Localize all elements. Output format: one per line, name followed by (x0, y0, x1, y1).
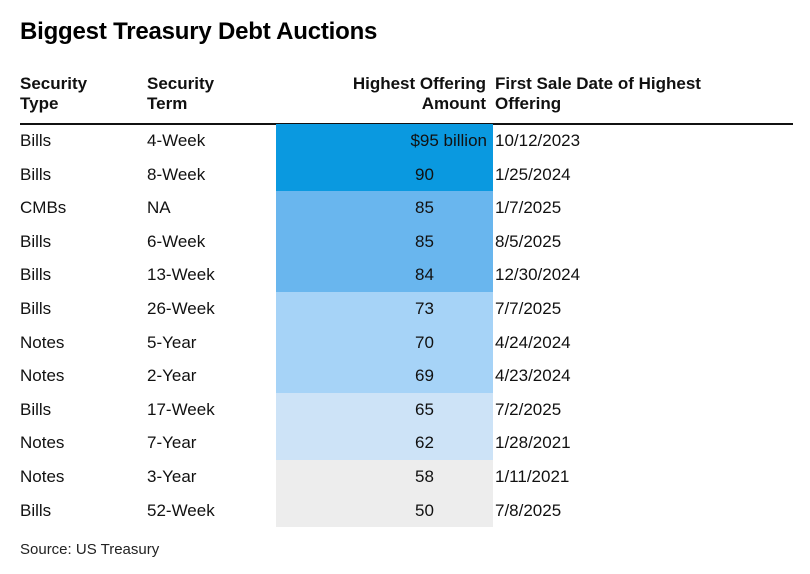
security-type-cell: Bills (20, 131, 52, 150)
offering-amount-value: 85 (415, 231, 434, 251)
security-type-cell: Bills (20, 265, 52, 285)
table-row: Bills 26-Week 73 7/7/2025 (0, 291, 810, 326)
table-row: Bills 8-Week 90 1/25/2024 (0, 157, 810, 192)
first-sale-date-cell: 7/2/2025 (495, 399, 562, 419)
security-type-cell: Notes (20, 332, 65, 352)
first-sale-date-cell: 7/7/2025 (495, 298, 562, 318)
header-security-type: Security Type (20, 74, 140, 122)
offering-amount-value: $95 billion (410, 131, 487, 150)
chart-title: Biggest Treasury Debt Auctions (20, 18, 378, 45)
offering-amount-value: 69 (415, 366, 434, 386)
table-row: Bills 17-Week 65 7/2/2025 (0, 392, 810, 427)
security-type-cell: Bills (20, 399, 52, 419)
offering-amount-value: 65 (415, 399, 434, 419)
header-security-type-line1: Security (20, 74, 88, 93)
offering-amount-value: 90 (415, 164, 434, 184)
table-row: Bills 4-Week $95 billion 10/12/2023 (0, 124, 810, 158)
security-type-cell: Bills (20, 164, 52, 184)
security-type-cell: Bills (20, 298, 52, 318)
first-sale-date-cell: 4/24/2024 (495, 332, 571, 352)
offering-amount-cell: 90 (276, 157, 493, 192)
first-sale-date-cell: 12/30/2024 (495, 265, 581, 285)
offering-amount-cell: 69 (276, 359, 493, 393)
security-term-cell: 13-Week (147, 265, 215, 285)
header-first-sale-date-line1: First Sale Date of Highest (495, 74, 701, 93)
security-term-cell: 7-Year (147, 433, 197, 453)
security-type-cell: Bills (20, 500, 52, 520)
security-term-cell: 4-Week (147, 131, 206, 150)
offering-amount-cell: 84 (276, 258, 493, 292)
offering-amount-cell: 58 (276, 459, 493, 494)
header-security-term-line1: Security (147, 74, 215, 93)
source-note: Source: US Treasury (20, 541, 160, 558)
offering-amount-value: 70 (415, 332, 434, 352)
offering-amount-cell: 70 (276, 325, 493, 360)
first-sale-date-cell: 1/28/2021 (495, 433, 571, 453)
offering-amount-value: 84 (415, 265, 434, 285)
security-term-cell: 52-Week (147, 500, 215, 520)
header-offering-amount-line1: Highest Offering (352, 74, 486, 93)
offering-amount-cell: 73 (276, 291, 493, 326)
first-sale-date-cell: 4/23/2024 (495, 366, 571, 386)
security-type-cell: Notes (20, 466, 65, 486)
first-sale-date-cell: 8/5/2025 (495, 231, 562, 251)
security-term-cell: 2-Year (147, 366, 197, 386)
offering-amount-cell: $95 billion (276, 124, 493, 158)
table-body: Bills 4-Week $95 billion 10/12/2023 Bills 8-W… (0, 124, 810, 528)
first-sale-date-cell: 7/8/2025 (495, 500, 562, 520)
security-term-cell: NA (147, 198, 171, 218)
offering-amount-value: 62 (415, 433, 434, 453)
offering-amount-value: 73 (415, 298, 434, 318)
table-row: Bills 52-Week 50 7/8/2025 (0, 493, 810, 528)
table-row: Notes 2-Year 69 4/23/2024 (0, 359, 810, 393)
security-type-cell: Notes (20, 366, 65, 386)
table-row: Notes 7-Year 62 1/28/2021 (0, 426, 810, 460)
offering-amount-cell: 85 (276, 191, 493, 225)
first-sale-date-cell: 1/7/2025 (495, 198, 562, 218)
header-security-term-line2: Term (147, 94, 188, 113)
header-offering-amount-line2: Amount (421, 94, 486, 113)
offering-amount-cell: 62 (276, 426, 493, 460)
security-term-cell: 5-Year (147, 332, 197, 352)
security-type-cell: Notes (20, 433, 65, 453)
offering-amount-cell: 85 (276, 224, 493, 259)
offering-amount-cell: 50 (276, 493, 493, 528)
table-row: Bills 6-Week 85 8/5/2025 (0, 224, 810, 259)
security-type-cell: Bills (20, 231, 52, 251)
first-sale-date-cell: 10/12/2023 (495, 131, 581, 150)
table-row: Bills 13-Week 84 12/30/2024 (0, 258, 810, 292)
table-row: Notes 3-Year 58 1/11/2021 (0, 459, 810, 494)
header-security-type-line2: Type (20, 94, 59, 113)
offering-amount-value: 85 (415, 198, 434, 218)
table-row: CMBs NA 85 1/7/2025 (0, 191, 810, 225)
table-row: Notes 5-Year 70 4/24/2024 (0, 325, 810, 360)
security-term-cell: 26-Week (147, 298, 215, 318)
offering-amount-value: 50 (415, 500, 434, 520)
security-term-cell: 6-Week (147, 231, 206, 251)
header-first-sale-date: First Sale Date of Highest Offering (495, 74, 745, 122)
offering-amount-value: 58 (415, 466, 434, 486)
first-sale-date-cell: 1/11/2021 (495, 466, 570, 486)
security-type-cell: CMBs (20, 198, 67, 218)
header-offering-amount: Highest Offering Amount (276, 74, 486, 122)
security-term-cell: 17-Week (147, 399, 215, 419)
security-term-cell: 3-Year (147, 466, 197, 486)
first-sale-date-cell: 1/25/2024 (495, 164, 571, 184)
header-security-term: Security Term (147, 74, 267, 122)
header-first-sale-date-line2: Offering (495, 94, 562, 113)
offering-amount-cell: 65 (276, 392, 493, 427)
security-term-cell: 8-Week (147, 164, 206, 184)
